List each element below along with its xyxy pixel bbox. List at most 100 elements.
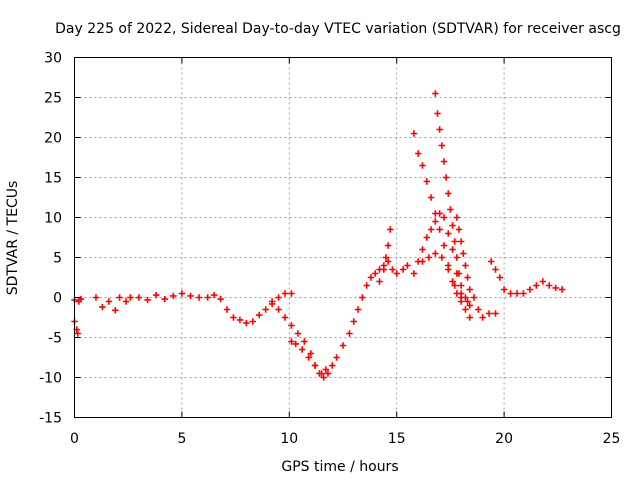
data-point	[440, 158, 448, 165]
data-point	[479, 314, 486, 321]
data-point	[384, 258, 392, 265]
data-point	[301, 338, 308, 345]
data-point	[546, 282, 553, 289]
data-point	[466, 286, 473, 293]
data-point	[464, 298, 471, 305]
data-point	[455, 270, 463, 277]
data-point	[438, 254, 446, 261]
data-point	[268, 298, 276, 305]
data-point	[376, 278, 383, 285]
data-point	[329, 362, 336, 369]
data-point	[92, 294, 100, 301]
data-point	[210, 291, 218, 299]
data-point	[275, 294, 282, 301]
data-point	[470, 294, 478, 301]
series-main-trace	[71, 90, 566, 381]
y-tick-label: 25	[44, 91, 62, 107]
data-point	[256, 311, 263, 319]
data-point	[453, 290, 461, 297]
data-point	[449, 278, 456, 285]
y-tick-label: 10	[44, 211, 62, 227]
data-point	[170, 292, 177, 300]
data-point	[462, 262, 469, 269]
data-point	[438, 142, 446, 149]
x-tick-label: 10	[280, 431, 298, 447]
data-point	[367, 274, 375, 281]
data-point	[462, 306, 469, 313]
x-tick-label: 5	[177, 431, 186, 447]
data-point	[451, 282, 458, 289]
data-point	[457, 294, 465, 301]
data-point	[447, 206, 454, 213]
data-point	[427, 226, 435, 233]
data-point	[492, 266, 499, 273]
data-point	[539, 278, 546, 285]
data-point	[485, 310, 493, 317]
data-point	[236, 316, 244, 324]
data-point	[127, 294, 134, 301]
data-point	[311, 362, 319, 369]
data-point	[333, 354, 340, 361]
data-point	[466, 314, 473, 321]
data-point	[243, 319, 250, 327]
data-point	[449, 222, 456, 229]
data-point	[346, 330, 353, 337]
data-point	[410, 130, 418, 137]
data-point	[249, 318, 256, 325]
y-tick-label: 15	[44, 171, 62, 187]
data-point	[453, 214, 461, 221]
data-point	[204, 294, 211, 301]
data-point	[457, 282, 465, 289]
data-point	[436, 226, 443, 233]
data-point	[152, 291, 160, 299]
data-point	[451, 238, 458, 245]
data-point	[492, 310, 499, 317]
data-point	[423, 178, 430, 185]
series-isolated-points	[71, 318, 81, 337]
data-point	[363, 282, 370, 289]
data-points-layer	[71, 90, 566, 381]
data-point	[466, 302, 473, 309]
data-point	[453, 254, 461, 261]
data-point	[425, 254, 433, 261]
data-point	[105, 298, 113, 305]
data-point	[161, 295, 168, 303]
y-axis-label: SDTVAR / TECUs	[5, 181, 21, 296]
data-point	[217, 295, 224, 303]
data-point	[116, 294, 123, 301]
data-point	[389, 266, 396, 273]
data-point	[393, 270, 400, 277]
data-point	[445, 266, 452, 273]
data-point	[526, 286, 534, 293]
data-point	[410, 270, 418, 277]
data-point	[187, 292, 194, 300]
data-point	[339, 342, 347, 349]
y-tick-label: -15	[39, 411, 62, 427]
data-point	[298, 346, 306, 353]
data-point	[457, 238, 465, 245]
data-point	[475, 306, 482, 313]
data-point	[552, 284, 559, 292]
data-point	[322, 366, 330, 373]
data-point	[404, 262, 411, 269]
data-point	[305, 354, 312, 361]
data-point	[384, 242, 392, 249]
x-tick-label: 15	[388, 431, 406, 447]
y-tick-label: -10	[39, 371, 62, 387]
data-point	[275, 306, 282, 313]
data-point	[432, 250, 439, 257]
y-tick-label: 5	[53, 251, 62, 267]
data-point	[281, 290, 289, 297]
chart-title: Day 225 of 2022, Sidereal Day-to-day VTE…	[55, 21, 621, 37]
y-tick-label: 20	[44, 131, 62, 147]
y-axis-ticks: -15 -10 -5 0 5 10 15 20 25 30	[39, 51, 612, 427]
data-point	[488, 258, 495, 265]
data-point	[195, 294, 203, 301]
data-point	[436, 126, 443, 133]
data-point	[324, 370, 332, 377]
y-tick-label: 0	[53, 291, 62, 307]
x-tick-label: 25	[603, 431, 621, 447]
data-point	[434, 110, 441, 117]
data-point	[382, 254, 390, 261]
data-point	[99, 303, 106, 311]
